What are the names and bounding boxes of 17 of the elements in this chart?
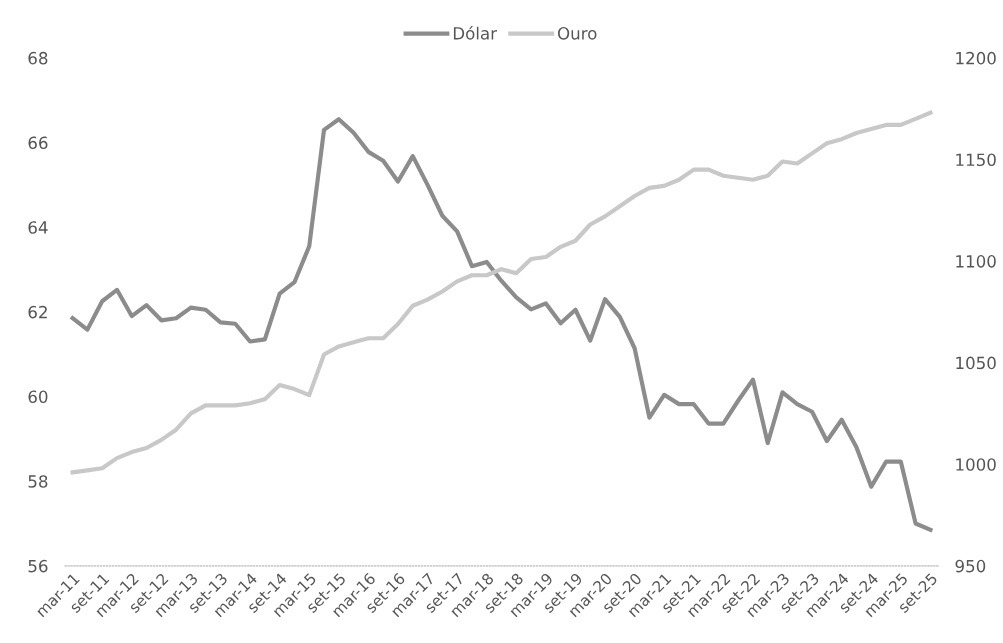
y2-tick-label: 1200 (956, 51, 996, 65)
y2-tick-label: 950 (955, 559, 986, 573)
y-tick-label: 64 (28, 221, 48, 234)
line-series (70, 117, 933, 532)
y-tick-label: 62 (28, 305, 47, 319)
y2-tick-label: 1100 (956, 255, 996, 268)
y-tick-label: 56 (28, 559, 48, 573)
y2-tick-label: 1000 (956, 458, 996, 471)
y-tick-label: 68 (28, 51, 48, 65)
y2-tick-label: 1150 (956, 153, 996, 167)
y2-tick-label: 1050 (956, 356, 996, 370)
y-tick-label: 66 (28, 136, 48, 150)
y-tick-label: 60 (28, 390, 48, 404)
legend-label: Dólar (453, 26, 498, 40)
line-series (70, 110, 933, 475)
legend-label: Ouro (557, 27, 597, 40)
y-tick-label: 58 (28, 475, 48, 488)
